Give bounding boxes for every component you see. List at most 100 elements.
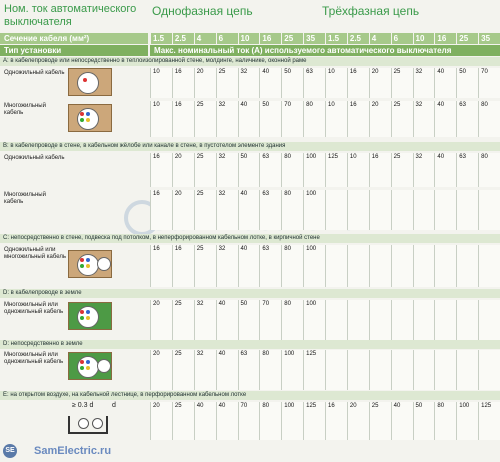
installation-image	[68, 250, 112, 278]
value-cell: 80	[281, 190, 304, 230]
installation-image	[68, 104, 112, 132]
value-cell: 40	[434, 153, 457, 187]
size-header-cell: 25	[281, 33, 303, 44]
value-cell: 70	[259, 300, 282, 340]
value-cell: 63	[456, 101, 479, 137]
value-cell: 32	[215, 245, 238, 287]
conduit-icon	[77, 72, 99, 94]
value-cell: 80	[434, 402, 457, 440]
value-cell	[346, 245, 369, 287]
value-cell: 16	[346, 101, 369, 137]
size-header-cell: 25	[456, 33, 478, 44]
cable-icon	[97, 359, 111, 373]
value-cell	[434, 300, 457, 340]
value-cell: 10	[346, 153, 369, 187]
value-cell: 50	[281, 68, 304, 98]
value-cell: 50	[237, 300, 260, 340]
value-cell: 25	[390, 101, 413, 137]
value-cell: 80	[303, 101, 325, 137]
value-cell: 16	[346, 68, 369, 98]
value-cell: 25	[390, 153, 413, 187]
size-header-cell: 2.5	[171, 33, 194, 44]
table-row: 20 25 32 40 50 70 80 100	[150, 300, 500, 340]
table-row: 10 16 20 25 32 40 50 63 10 16 20 25 32 40 50 70	[150, 68, 500, 98]
value-cell: 20	[193, 68, 216, 98]
value-cell	[346, 190, 369, 230]
value-cell: 20	[346, 402, 369, 440]
size-header-cell: 16	[259, 33, 281, 44]
value-cell: 25	[368, 402, 391, 440]
value-cell: 16	[150, 245, 172, 287]
value-cell: 80	[281, 300, 304, 340]
table-row: 20 25 40 40 70 80 100 125 16 20 25 40 50 80 100 125	[150, 402, 500, 440]
dimension-d-label: d	[112, 402, 116, 409]
value-cell: 10	[325, 68, 347, 98]
value-cell: 63	[237, 350, 260, 390]
value-cell	[390, 300, 413, 340]
cable-icon	[78, 418, 89, 429]
wire-dot	[80, 264, 84, 268]
size-header-cell: 10	[412, 33, 435, 44]
value-cell: 100	[456, 402, 479, 440]
installation-image	[68, 68, 112, 96]
section-title: A: в кабелепроводе или непосредственно в…	[0, 57, 500, 66]
value-cell	[478, 245, 500, 287]
size-header-cell: 10	[237, 33, 260, 44]
value-cell: 10	[325, 101, 347, 137]
value-cell: 32	[193, 350, 216, 390]
value-cell	[390, 350, 413, 390]
value-cell: 16	[171, 245, 194, 287]
value-cell: 25	[193, 101, 216, 137]
size-header-cell: 6	[390, 33, 413, 44]
value-cell: 40	[193, 402, 216, 440]
value-cell	[390, 245, 413, 287]
value-cell: 70	[237, 402, 260, 440]
header-single-phase: Однофазная цепь	[152, 4, 253, 18]
cable-tray-image	[68, 416, 108, 434]
value-cell: 40	[215, 300, 238, 340]
wire-dot	[80, 310, 84, 314]
row-label: Многожильный или одножильный кабель	[4, 352, 64, 365]
value-cell	[368, 350, 391, 390]
value-cell: 40	[237, 101, 260, 137]
value-cell: 20	[368, 101, 391, 137]
wire-dot	[86, 112, 90, 116]
max-current-label: Макс. номинальный ток (А) используемого …	[150, 45, 500, 56]
wire-dot	[86, 360, 90, 364]
row-label: Многожильный кабель	[4, 192, 46, 205]
value-cell: 100	[303, 153, 325, 187]
value-cell: 100	[303, 190, 325, 230]
size-header-cell: 4	[193, 33, 216, 44]
dimension-gap-label: ≥ 0.3 d	[72, 402, 94, 409]
size-header-cell: 35	[478, 33, 500, 44]
value-cell: 25	[193, 153, 216, 187]
value-cell: 100	[303, 245, 325, 287]
value-cell: 80	[281, 245, 304, 287]
wire-dot	[80, 316, 84, 320]
wire-dot	[80, 112, 84, 116]
size-header-cell: 2.5	[346, 33, 369, 44]
value-cell: 63	[456, 153, 479, 187]
value-cell: 40	[434, 68, 457, 98]
value-cell: 32	[412, 153, 435, 187]
value-cell: 100	[281, 350, 304, 390]
wire-dot	[80, 360, 84, 364]
value-cell: 20	[150, 402, 172, 440]
value-cell: 80	[259, 350, 282, 390]
wire-dot	[80, 118, 84, 122]
value-cell: 32	[193, 300, 216, 340]
size-header-cell: 16	[434, 33, 456, 44]
row-label: Многожильный кабель	[4, 103, 46, 116]
wire-dot	[86, 366, 90, 370]
installation-image: d ≥ 0.3 d	[68, 402, 138, 438]
wire-dot	[86, 258, 90, 262]
value-cell: 63	[259, 245, 282, 287]
header-left-title: Ном. ток автоматического выключателя	[4, 3, 137, 28]
value-cell: 80	[478, 101, 500, 137]
value-cell: 32	[215, 153, 238, 187]
table-row: 16 16 25 32 40 63 80 100	[150, 245, 500, 287]
value-cell: 80	[281, 153, 304, 187]
footer-site: SamElectric.ru	[34, 445, 112, 457]
value-cell	[478, 350, 500, 390]
value-cell: 40	[259, 68, 282, 98]
